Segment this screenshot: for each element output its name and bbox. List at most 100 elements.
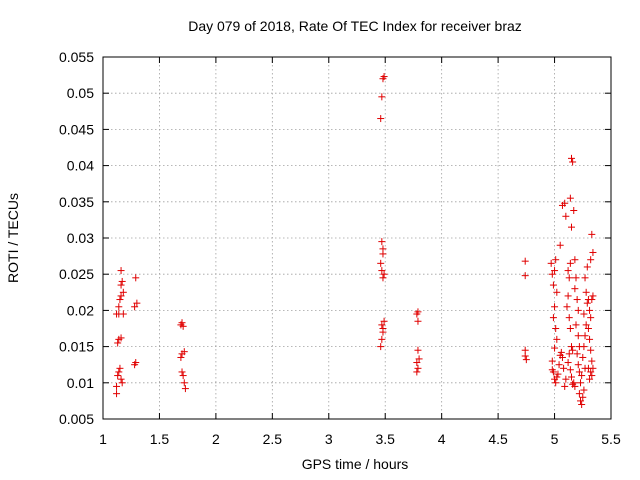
data-point (587, 346, 595, 354)
data-point (569, 158, 577, 166)
y-tick-label: 0.05 (67, 85, 94, 101)
data-point (133, 299, 141, 307)
data-point (589, 364, 597, 372)
data-point (564, 359, 572, 367)
data-point (377, 343, 385, 351)
y-tick-label: 0.04 (67, 158, 94, 174)
data-point (572, 321, 580, 329)
data-point (379, 274, 387, 282)
data-point (582, 288, 590, 296)
data-point (549, 281, 557, 289)
data-point (565, 274, 573, 282)
y-tick-label: 0.045 (59, 121, 94, 137)
data-point (578, 401, 586, 409)
data-point (551, 267, 559, 275)
data-point (570, 206, 578, 214)
data-point (556, 241, 564, 249)
data-point (579, 393, 587, 401)
data-point (181, 385, 189, 393)
data-point (566, 259, 574, 267)
data-point (557, 348, 565, 356)
x-tick-label: 5 (551, 431, 559, 447)
data-point (115, 303, 123, 311)
data-point (118, 277, 126, 285)
data-point (521, 272, 529, 280)
data-point (552, 256, 560, 264)
y-tick-labels: 0.005 0.01 0.015 0.02 0.025 0.03 0.035 0.04 0.04… (59, 49, 94, 427)
x-tick-label: 1.5 (150, 431, 170, 447)
data-point (117, 334, 125, 342)
data-point (116, 296, 124, 304)
data-point (555, 361, 563, 369)
data-point (118, 379, 126, 387)
data-point (588, 230, 596, 238)
data-point (119, 310, 127, 318)
data-point (413, 368, 421, 376)
data-point (589, 292, 597, 300)
data-point (566, 325, 574, 332)
data-point (574, 332, 582, 340)
data-point (378, 267, 386, 275)
data-point (587, 368, 595, 376)
data-point (561, 382, 569, 390)
data-point (551, 344, 559, 352)
data-point (588, 357, 596, 365)
data-point (572, 274, 580, 282)
data-point (588, 296, 596, 304)
data-point (378, 321, 386, 329)
data-point (378, 238, 386, 246)
data-point (378, 93, 386, 101)
data-point (566, 366, 574, 374)
data-point (574, 361, 582, 369)
data-point (115, 368, 123, 376)
data-point (554, 370, 562, 378)
data-point (552, 379, 560, 387)
data-point (380, 270, 388, 278)
data-point (569, 346, 577, 354)
data-point (415, 355, 423, 363)
data-point (577, 379, 585, 387)
data-point (587, 256, 595, 264)
data-point (589, 248, 597, 256)
data-point (549, 314, 557, 322)
data-point (563, 303, 571, 311)
data-point (414, 364, 422, 372)
data-point (177, 353, 185, 361)
data-point (379, 328, 387, 336)
data-point (116, 364, 124, 372)
x-tick-label: 3 (325, 431, 333, 447)
data-point (179, 372, 187, 380)
y-tick-label: 0.01 (67, 375, 94, 391)
data-point (180, 379, 188, 387)
data-point (131, 303, 139, 311)
data-point (580, 310, 588, 318)
data-point (114, 372, 122, 380)
data-point (113, 382, 121, 390)
data-point (580, 343, 588, 351)
x-tick-label: 5.5 (601, 431, 621, 447)
data-point (178, 368, 186, 376)
data-point (586, 375, 594, 383)
y-tick-label: 0.055 (59, 49, 94, 65)
x-tick-label: 4 (438, 431, 446, 447)
data-point (180, 348, 188, 356)
data-point (179, 322, 187, 330)
data-point (414, 346, 422, 354)
data-point (571, 285, 579, 293)
data-point (178, 319, 186, 327)
x-axis-label: GPS time / hours (302, 456, 409, 472)
data-point (577, 397, 585, 405)
data-point (586, 306, 594, 314)
data-point (580, 386, 588, 394)
data-point (377, 115, 385, 123)
data-point (560, 364, 568, 372)
data-point (564, 292, 572, 300)
data-point (414, 317, 422, 325)
data-point (551, 303, 559, 311)
data-point (553, 288, 561, 296)
data-point (413, 359, 421, 367)
data-point (380, 73, 388, 81)
data-point (567, 154, 575, 162)
data-point (558, 353, 566, 361)
